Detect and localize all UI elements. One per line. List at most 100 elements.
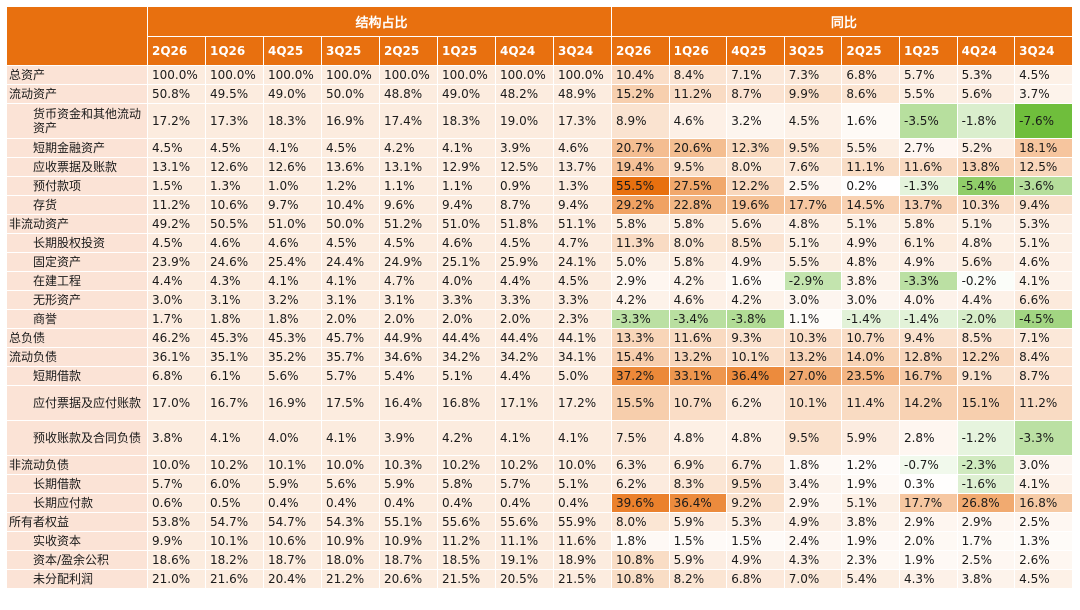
table-row: 短期金融资产 4.5% 4.5% 4.1% 4.5% 4.2% 4.1% 3.9% 4.6% 20… (6, 138, 1073, 158)
row-label: 预收账款及合同负债 (6, 420, 148, 456)
structure-cell: 100.0% (205, 65, 264, 85)
yoy-cell: 4.8% (956, 233, 1016, 253)
yoy-cell: 6.3% (611, 455, 670, 475)
balance-sheet-table-container: 结构占比 同比 2Q26 1Q26 4Q25 3Q25 2Q25 1Q25 4Q24 3Q24… (6, 6, 1073, 589)
structure-cell: 0.5% (205, 493, 264, 513)
yoy-cell: 10.8% (611, 550, 670, 570)
yoy-cell: 4.1% (1014, 474, 1073, 494)
yoy-cell: 9.2% (726, 493, 785, 513)
yoy-cell: 5.0% (611, 252, 670, 272)
structure-cell: 1.3% (205, 176, 264, 196)
structure-cell: 3.0% (147, 290, 206, 310)
yoy-cell: 13.7% (898, 195, 958, 215)
structure-cell: 10.6% (263, 531, 322, 551)
structure-cell: 4.1% (495, 420, 554, 456)
balance-sheet-table: 结构占比 同比 2Q26 1Q26 4Q25 3Q25 2Q25 1Q25 4Q24 3Q24… (6, 6, 1073, 589)
yoy-cell: 9.4% (1014, 195, 1073, 215)
yoy-cell: 9.5% (783, 420, 843, 456)
header-yoy-period: 2Q25 (841, 36, 900, 66)
yoy-cell: -0.7% (898, 455, 958, 475)
yoy-cell: 2.9% (898, 512, 958, 532)
yoy-cell: 11.3% (611, 233, 670, 253)
structure-cell: 55.6% (437, 512, 496, 532)
yoy-cell: -5.4% (956, 176, 1016, 196)
structure-cell: 4.7% (379, 271, 438, 291)
yoy-cell: 10.3% (956, 195, 1016, 215)
header-structure-period: 3Q25 (321, 36, 380, 66)
row-label: 所有者权益 (6, 512, 148, 532)
yoy-cell: 2.9% (783, 493, 843, 513)
structure-cell: 48.8% (379, 84, 438, 104)
header-corner (6, 6, 148, 66)
yoy-cell: -3.6% (1014, 176, 1073, 196)
yoy-cell: 10.1% (783, 385, 843, 421)
row-label: 商誉 (6, 309, 148, 329)
yoy-cell: 16.8% (1014, 493, 1073, 513)
yoy-cell: 9.9% (783, 84, 843, 104)
structure-cell: 0.4% (379, 493, 438, 513)
structure-cell: 4.1% (263, 271, 322, 291)
structure-cell: 20.4% (263, 569, 322, 589)
yoy-cell: 2.9% (611, 271, 670, 291)
structure-cell: 50.0% (321, 84, 380, 104)
structure-cell: 3.1% (321, 290, 380, 310)
yoy-cell: 5.3% (956, 65, 1016, 85)
yoy-cell: 1.5% (726, 531, 785, 551)
yoy-cell: 5.3% (1014, 214, 1073, 234)
yoy-cell: 29.2% (611, 195, 670, 215)
yoy-cell: 1.8% (611, 531, 670, 551)
structure-cell: 13.6% (321, 157, 380, 177)
structure-cell: 3.8% (147, 420, 206, 456)
structure-cell: 4.7% (552, 233, 613, 253)
structure-cell: 1.5% (147, 176, 206, 196)
structure-cell: 25.4% (263, 252, 322, 272)
yoy-cell: 5.9% (668, 512, 728, 532)
structure-cell: 21.5% (552, 569, 613, 589)
yoy-cell: 22.8% (668, 195, 728, 215)
yoy-cell: 3.0% (841, 290, 900, 310)
header-yoy-group: 同比 (611, 6, 1073, 37)
yoy-cell: 11.2% (668, 84, 728, 104)
yoy-cell: 13.3% (611, 328, 670, 348)
structure-cell: 4.4% (495, 366, 554, 386)
row-label: 长期借款 (6, 474, 148, 494)
structure-cell: 17.3% (205, 103, 264, 139)
structure-cell: 5.7% (495, 474, 554, 494)
structure-cell: 11.2% (437, 531, 496, 551)
table-row: 流动资产 50.8% 49.5% 49.0% 50.0% 48.8% 49.0% 48.2% 4… (6, 84, 1073, 104)
table-row: 长期应付款 0.6% 0.5% 0.4% 0.4% 0.4% 0.4% 0.4% 0.4% 39.… (6, 493, 1073, 513)
yoy-cell: 5.6% (956, 252, 1016, 272)
yoy-cell: 6.7% (726, 455, 785, 475)
structure-cell: 10.1% (205, 531, 264, 551)
structure-cell: 10.0% (321, 455, 380, 475)
yoy-cell: 8.4% (1014, 347, 1073, 367)
yoy-cell: -2.9% (783, 271, 843, 291)
structure-cell: 50.0% (321, 214, 380, 234)
yoy-cell: 2.8% (898, 420, 958, 456)
yoy-cell: 11.1% (841, 157, 900, 177)
structure-cell: 1.1% (437, 176, 496, 196)
structure-cell: 1.3% (552, 176, 613, 196)
structure-cell: 2.0% (437, 309, 496, 329)
yoy-cell: 1.6% (841, 103, 900, 139)
structure-cell: 10.2% (495, 455, 554, 475)
structure-cell: 100.0% (147, 65, 206, 85)
yoy-cell: 4.9% (783, 512, 843, 532)
yoy-cell: 1.9% (841, 474, 900, 494)
structure-cell: 0.9% (495, 176, 554, 196)
structure-cell: 17.4% (379, 103, 438, 139)
structure-cell: 10.2% (205, 455, 264, 475)
table-row: 资本/盈余公积 18.6% 18.2% 18.7% 18.0% 18.7% 18.5% 19.… (6, 550, 1073, 570)
yoy-cell: 26.8% (956, 493, 1016, 513)
structure-cell: 5.9% (263, 474, 322, 494)
table-row: 流动负债 36.1% 35.1% 35.2% 35.7% 34.6% 34.2% 34.2% 3… (6, 347, 1073, 367)
yoy-cell: 6.8% (726, 569, 785, 589)
yoy-cell: 2.0% (898, 531, 958, 551)
yoy-cell: 5.8% (668, 252, 728, 272)
yoy-cell: 4.5% (783, 103, 843, 139)
yoy-cell: 6.2% (726, 385, 785, 421)
structure-cell: 4.5% (321, 233, 380, 253)
header-yoy-period: 2Q26 (611, 36, 670, 66)
structure-cell: 0.4% (263, 493, 322, 513)
yoy-cell: -1.3% (898, 176, 958, 196)
